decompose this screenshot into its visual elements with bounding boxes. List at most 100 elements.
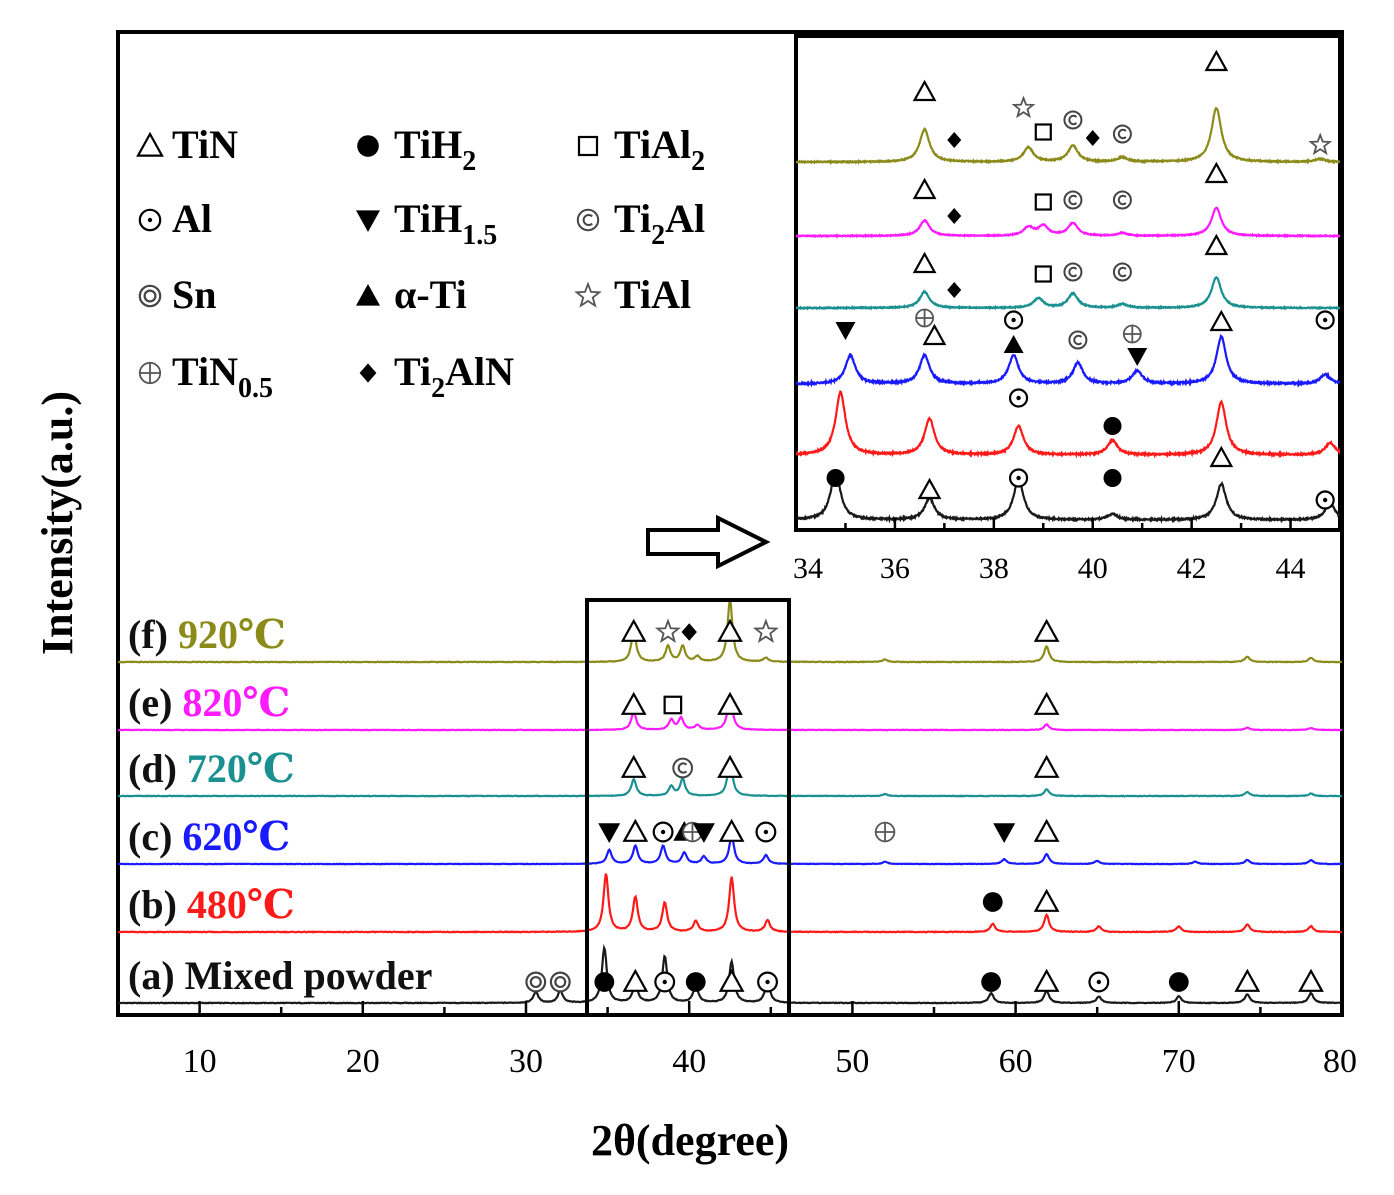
legend-item-7: α-Ti (356, 272, 467, 317)
inset-marker-d-1 (947, 282, 962, 298)
marker-c-10 (1033, 818, 1060, 842)
legend-item-2: TiAl2 (577, 122, 705, 177)
marker-c-7 (755, 821, 777, 843)
marker-a-12 (1234, 968, 1261, 992)
legend-symbol-star-open-icon (574, 281, 602, 308)
inset-marker-a-0 (826, 469, 845, 487)
inset-marker-c-8 (1209, 309, 1234, 332)
marker-b-1 (1033, 888, 1060, 912)
legend-label-4: TiH1.5 (394, 196, 497, 251)
inset-marker-d-5 (1204, 233, 1229, 256)
x-axis-title: 2θ(degree) (591, 1116, 789, 1165)
marker-c-2 (652, 821, 674, 843)
legend-label-7: α-Ti (394, 272, 467, 317)
inset-marker-d-0 (912, 251, 937, 274)
inset-marker-d-3 (1063, 262, 1083, 282)
legend-symbol-circle-filled-icon (357, 135, 379, 157)
inset-marker-f-5 (1085, 130, 1100, 146)
marker-d-2 (717, 754, 743, 778)
marker-c-9 (993, 823, 1016, 843)
main-marker-layer (525, 618, 1324, 993)
marker-f-1 (655, 618, 681, 643)
x-tick-label-80: 80 (1323, 1043, 1357, 1080)
inset-tick-label-38: 38 (979, 552, 1009, 585)
inset-marker-c-5 (1068, 330, 1088, 350)
inset-series-layer (796, 106, 1340, 525)
legend-item-8: TiAl (574, 272, 691, 317)
marker-a-8 (981, 972, 1002, 992)
inset-series-line-e (796, 206, 1340, 239)
marker-f-4 (752, 618, 779, 643)
legend-item-5: Ti2Al (576, 196, 705, 251)
series-tag-a: (a) (128, 953, 185, 998)
inset-marker-layer (826, 49, 1335, 510)
marker-a-1 (549, 971, 571, 993)
series-label-c: (c) 620℃ (128, 814, 290, 859)
series-tag-d: (d) (128, 746, 187, 791)
legend-label-2: TiAl2 (614, 122, 705, 177)
inset-marker-e-4 (1112, 190, 1132, 210)
marker-c-1 (622, 818, 649, 842)
series-tag-f: (f) (128, 612, 178, 657)
legend-item-1: TiH2 (357, 122, 476, 177)
inset-marker-a-2 (1008, 468, 1029, 488)
legend-item-3: Al (138, 196, 212, 241)
marker-d-1 (672, 757, 694, 779)
inset-marker-b-1 (1103, 417, 1122, 435)
marker-a-4 (654, 971, 676, 993)
inset-marker-f-4 (1063, 110, 1083, 130)
marker-a-13 (1298, 968, 1324, 992)
series-name-c: 620℃ (182, 814, 290, 859)
x-axis: 10 20 30 40 50 60 70 80 (116, 1001, 1357, 1080)
inset-marker-c-2 (922, 323, 947, 346)
marker-a-9 (1033, 968, 1060, 992)
inset-marker-e-5 (1204, 161, 1229, 184)
zoom-region-box (585, 598, 791, 1017)
series-tag-e: (e) (128, 680, 182, 725)
inset-tick-label-40: 40 (1078, 552, 1108, 585)
marker-e-3 (1033, 691, 1060, 715)
marker-c-5 (692, 823, 715, 843)
legend-symbol-triangle-up-filled-icon (356, 284, 380, 306)
inset-marker-a-3 (1103, 469, 1122, 487)
legend-symbol-square-open-icon (577, 135, 599, 157)
inset-tick-label-44: 44 (1276, 552, 1306, 585)
marker-c-8 (874, 821, 896, 843)
series-name-e: 820℃ (182, 680, 290, 725)
inset-frame (794, 34, 1342, 532)
marker-b-0 (982, 892, 1003, 912)
legend-symbol-triangle-down-filled-icon (356, 210, 380, 232)
inset-marker-c-4 (1003, 335, 1024, 353)
legend-symbol-diamond-filled-icon (359, 363, 377, 383)
inset-marker-a-5 (1315, 490, 1335, 510)
marker-a-11 (1168, 972, 1189, 992)
series-name-f: 920℃ (178, 612, 286, 657)
inset-marker-f-1 (947, 132, 962, 148)
legend-symbol-circle-double-icon (138, 284, 162, 308)
legend-label-9: TiN0.5 (172, 349, 273, 404)
marker-a-3 (622, 968, 649, 992)
marker-a-7 (757, 971, 778, 993)
marker-f-0 (620, 618, 647, 642)
marker-d-3 (1033, 754, 1060, 778)
series-tag-b: (b) (128, 882, 187, 927)
series-tag-c: (c) (128, 814, 182, 859)
inset-marker-c-0 (835, 322, 856, 340)
marker-a-5 (685, 972, 706, 992)
marker-f-2 (681, 623, 697, 641)
inset-marker-d-4 (1112, 262, 1132, 282)
inset-marker-c-6 (1122, 324, 1142, 344)
inset-marker-c-1 (915, 308, 934, 328)
inset-marker-f-3 (1034, 123, 1052, 141)
inset-series-line-b (796, 389, 1340, 459)
legend-symbol-circle-dot-icon (138, 208, 162, 232)
series-name-b: 480℃ (187, 882, 295, 927)
series-line-b (118, 873, 1342, 934)
inset-tick-label-42: 42 (1177, 552, 1207, 585)
marker-e-1 (663, 695, 683, 715)
marker-a-2 (594, 972, 615, 992)
legend-label-8: TiAl (614, 272, 691, 317)
inset-marker-f-0 (912, 79, 937, 102)
inset-marker-f-8 (1308, 132, 1333, 156)
